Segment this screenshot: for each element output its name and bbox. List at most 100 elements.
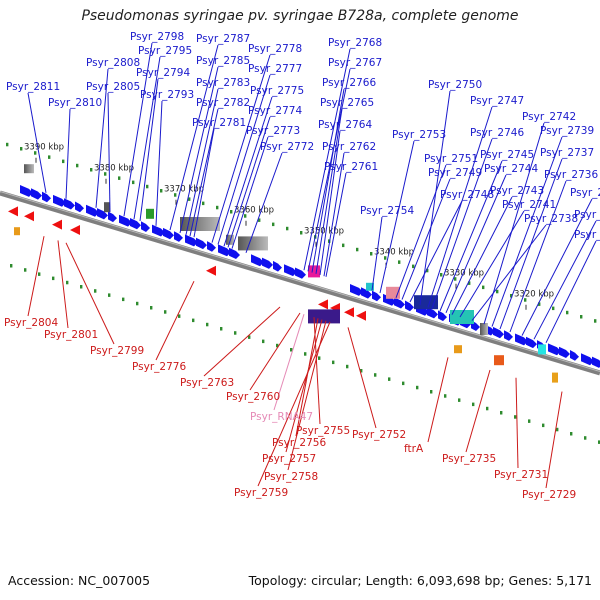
gene-label-reverse: Psyr_2758 [264, 471, 318, 483]
gene-label-forward: Psyr_2738 [524, 213, 578, 225]
track-tick [24, 268, 27, 272]
track-tick [304, 352, 307, 356]
forward-gene-arrow [372, 290, 381, 302]
accession-text: Accession: NC_007005 [8, 573, 151, 588]
leader-line-reverse [273, 314, 305, 411]
leader-line-forward [303, 48, 351, 271]
track-tick [412, 264, 415, 269]
gene-label-forward: Psyr_2733 [574, 209, 600, 221]
gene-label-forward: Psyr_2743 [490, 185, 544, 197]
track-tick [528, 419, 531, 423]
leader-line-forward [533, 220, 597, 340]
kbp-tick-label: 3340 kbp [374, 248, 414, 258]
track-tick [38, 272, 41, 276]
backbone-highlight [0, 191, 600, 372]
forward-gene-arrow [251, 254, 264, 267]
gene-label-forward: Psyr_2775 [250, 85, 304, 97]
track-tick [286, 226, 289, 231]
track-tick [132, 180, 135, 185]
forward-gene-arrow [152, 224, 165, 237]
track-tick [584, 436, 587, 440]
leader-line-forward [379, 140, 415, 294]
gene-label-reverse: Psyr_2801 [44, 329, 98, 341]
gene-label-forward: Psyr_2781 [192, 117, 246, 129]
forward-gene-arrow [504, 330, 513, 341]
gene-label-forward: Psyr_2764 [318, 119, 372, 131]
leader-line-forward [545, 240, 597, 344]
leader-line-forward [395, 164, 447, 298]
leader-line-forward [311, 88, 345, 273]
track-tick [346, 364, 349, 369]
gene-label-forward: Psyr_2798 [130, 31, 184, 43]
feature-block [538, 344, 546, 355]
leader-line-forward [483, 122, 545, 325]
leader-line-forward [223, 96, 273, 247]
leader-line-reverse [285, 319, 323, 453]
forward-gene-arrow [581, 353, 594, 366]
feature-block [366, 282, 374, 291]
leader-line-forward [319, 130, 341, 276]
forward-gene-arrow [75, 201, 84, 213]
track-tick [276, 343, 279, 348]
leader-line-reverse [257, 321, 331, 487]
track-tick [356, 247, 359, 252]
kbp-tick-label: 3350 kbp [304, 227, 344, 237]
leader-line-forward [509, 180, 567, 333]
gene-label-forward: Psyr_2787 [196, 33, 250, 45]
feature-block [14, 227, 20, 236]
leader-line-reverse [65, 242, 115, 345]
track-tick [122, 297, 125, 302]
track-tick [52, 276, 55, 281]
gene-label-forward: Psyr_2748 [440, 189, 494, 201]
track-tick [48, 155, 51, 159]
forward-gene-arrow [119, 214, 132, 227]
leader-line-forward [217, 74, 271, 245]
leader-line-forward [155, 100, 163, 226]
track-tick [248, 335, 251, 339]
track-tick [10, 264, 13, 268]
track-tick [244, 214, 247, 218]
leader-line-forward [139, 78, 159, 222]
kbp-tick-label: 3360 kbp [234, 206, 274, 216]
gene-label-forward: Psyr_2765 [320, 97, 374, 109]
leader-line-forward [95, 68, 109, 208]
track-tick [538, 302, 541, 306]
forward-gene-arrow [273, 260, 282, 272]
track-tick [426, 268, 429, 273]
track-tick [496, 289, 499, 294]
track-tick [374, 373, 377, 377]
gene-label-forward: Psyr_2810 [48, 97, 102, 109]
track-tick [20, 147, 23, 151]
track-tick [510, 294, 513, 298]
forward-gene-arrow [86, 204, 99, 217]
track-tick [62, 159, 65, 164]
forward-gene-arrow [559, 346, 570, 358]
kbp-tick-label: 3380 kbp [94, 164, 134, 174]
gene-label-forward: Psyr_2745 [480, 149, 534, 161]
leader-line-reverse [347, 327, 377, 429]
leader-line-forward [107, 92, 111, 213]
leader-line-reverse [465, 369, 491, 453]
feature-block [104, 202, 110, 213]
reverse-gene-arrow [206, 265, 216, 276]
leader-line-forward [521, 198, 593, 336]
gene-label-forward: Psyr_2768 [328, 37, 382, 49]
track-tick [458, 398, 461, 402]
leader-line-forward [133, 56, 161, 220]
feature-layer [8, 164, 600, 383]
leader-line-reverse [27, 236, 45, 317]
feature-block [24, 164, 34, 174]
forward-gene-arrow [405, 300, 414, 312]
forward-gene-arrow [284, 264, 297, 277]
track-tick [146, 184, 149, 189]
leader-line-forward [169, 44, 219, 231]
gene-label-forward: Psyr_2793 [140, 89, 194, 101]
leader-line-forward [227, 116, 271, 248]
gene-label-forward: Psyr_2767 [328, 57, 382, 69]
track-tick [220, 327, 223, 331]
reverse-gene-arrow [52, 219, 62, 230]
leader-line-forward [211, 54, 271, 243]
gene-label-reverse: Psyr_2760 [226, 391, 280, 403]
track-tick [66, 280, 69, 285]
